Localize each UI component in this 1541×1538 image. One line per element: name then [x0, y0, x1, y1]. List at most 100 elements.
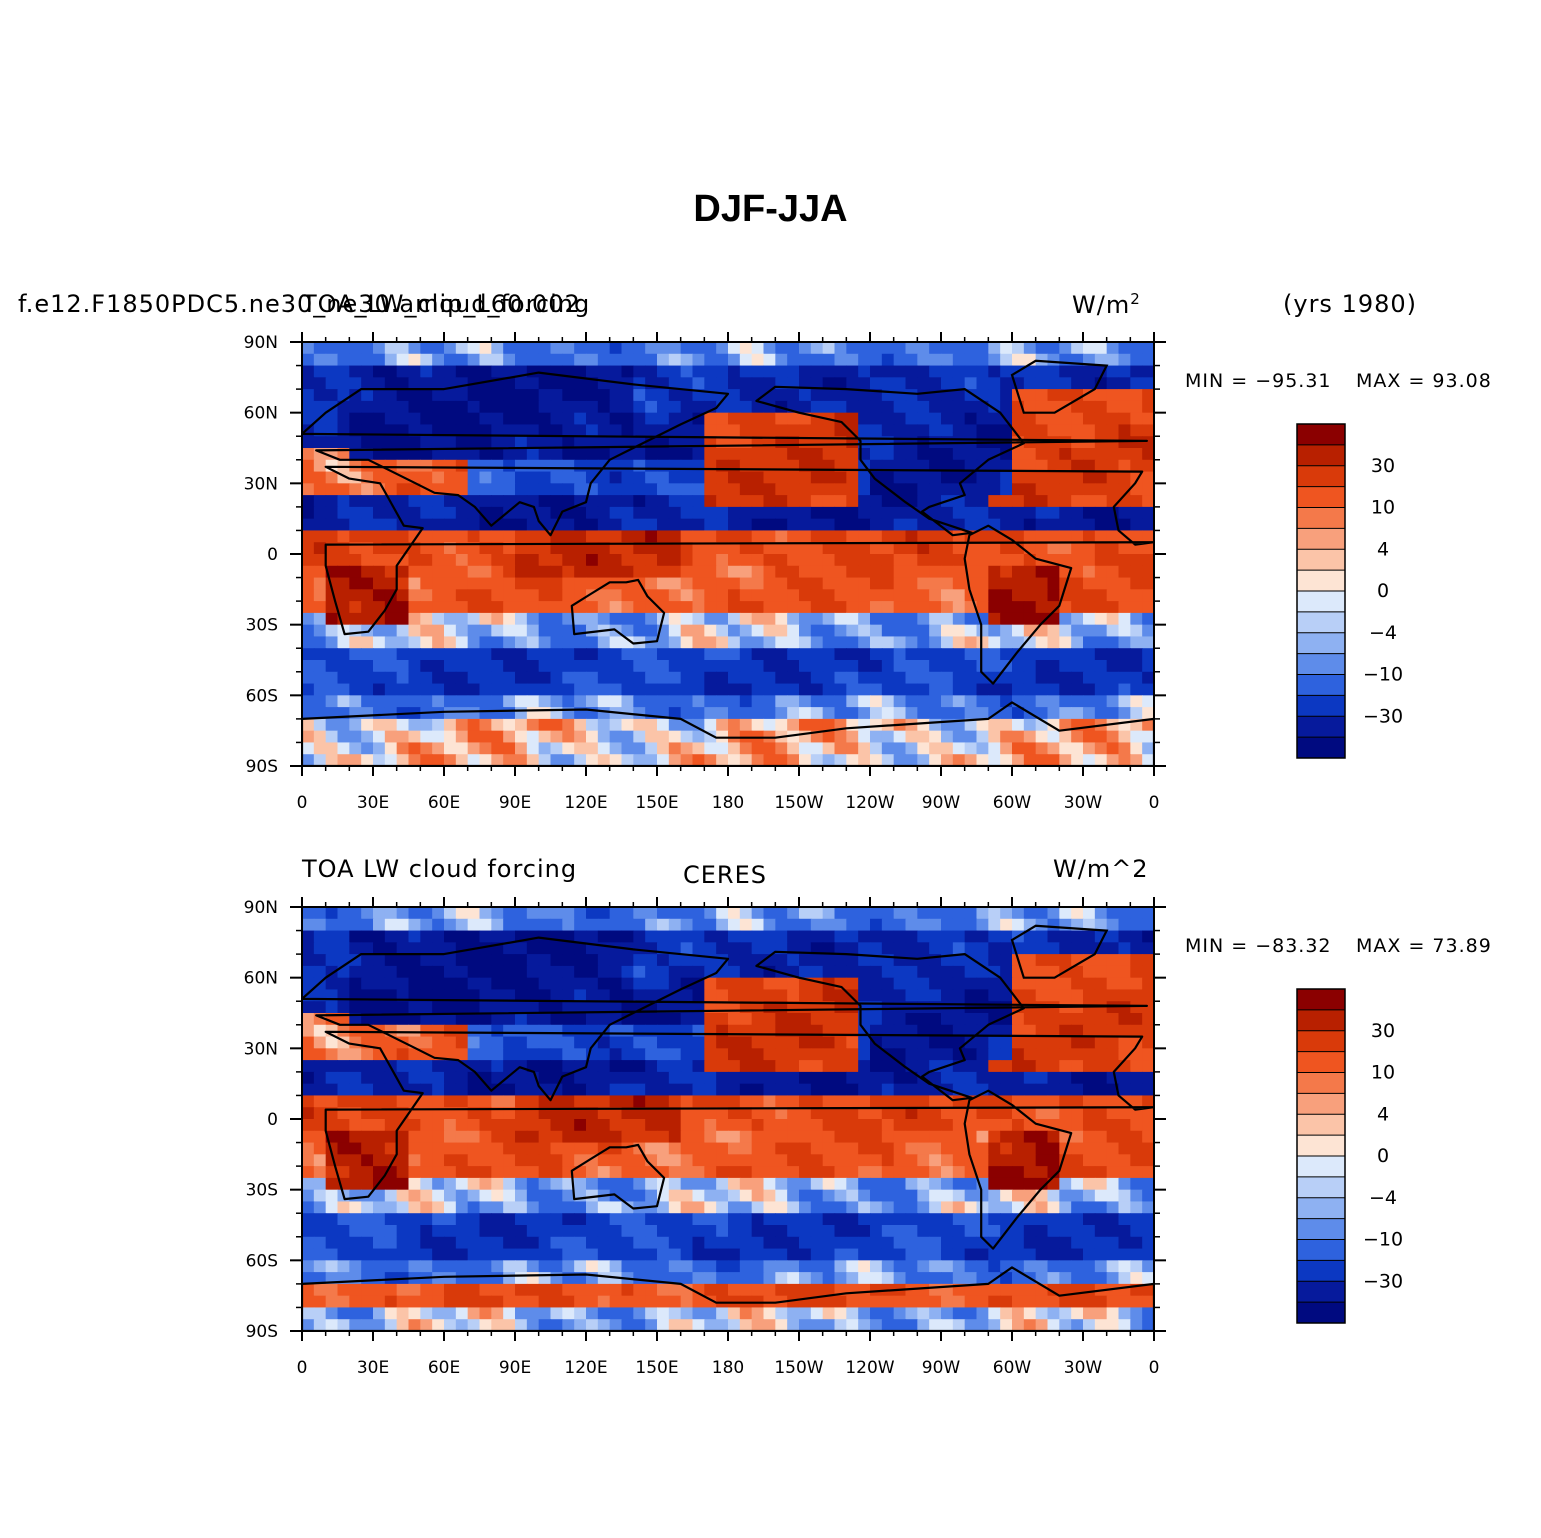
field-cell	[597, 400, 611, 414]
field-cell	[313, 636, 327, 649]
field-cell	[373, 342, 386, 355]
field-cell	[1130, 965, 1143, 979]
field-cell	[870, 1260, 883, 1273]
field-cell	[1071, 1236, 1084, 1250]
field-cell	[432, 577, 445, 590]
field-cell	[964, 577, 978, 590]
field-cell	[1142, 1024, 1154, 1038]
field-cell	[881, 683, 895, 696]
field-cell	[941, 1013, 954, 1026]
field-cell	[1012, 718, 1025, 732]
field-cell	[408, 459, 421, 473]
field-cell	[917, 518, 930, 532]
field-cell	[870, 977, 883, 991]
field-cell	[313, 730, 327, 744]
field-cell	[858, 412, 871, 426]
field-cell	[574, 365, 587, 378]
field-cell	[420, 471, 433, 484]
field-cell	[1130, 530, 1143, 543]
field-cell	[550, 589, 563, 602]
field-cell	[1071, 648, 1084, 661]
field-cell	[799, 424, 812, 437]
field-cell	[905, 377, 918, 390]
field-cell	[408, 412, 421, 426]
field-cell	[775, 1048, 788, 1061]
field-cell	[325, 942, 339, 955]
field-cell	[325, 1060, 339, 1073]
field-cell	[870, 1201, 883, 1214]
field-cell	[597, 742, 611, 755]
field-cell	[668, 1083, 682, 1097]
field-cell	[1094, 506, 1108, 520]
field-cell	[893, 1154, 907, 1167]
field-cell	[1083, 424, 1096, 437]
field-cell	[550, 448, 563, 461]
field-cell	[905, 624, 918, 638]
field-cell	[810, 660, 824, 673]
field-cell	[526, 660, 540, 673]
field-cell	[526, 412, 540, 426]
field-cell	[917, 424, 930, 437]
field-cell	[373, 530, 386, 543]
field-cell	[1094, 565, 1108, 579]
field-cell	[668, 400, 682, 414]
colorbar-segment	[1297, 570, 1345, 592]
field-cell	[349, 1260, 362, 1273]
field-cell	[1130, 542, 1143, 555]
field-cell	[313, 954, 327, 967]
field-cell	[810, 707, 824, 720]
field-cell	[1083, 601, 1096, 614]
field-cell	[645, 530, 658, 543]
field-cell	[976, 624, 989, 638]
field-cell	[302, 707, 315, 720]
field-cell	[716, 707, 729, 720]
field-cell	[657, 554, 670, 567]
field-cell	[964, 612, 978, 626]
field-cell	[1106, 989, 1120, 1002]
field-cell	[929, 942, 942, 955]
field-cell	[988, 1107, 1001, 1120]
field-cell	[325, 506, 339, 520]
field-cell	[550, 389, 563, 402]
field-cell	[645, 918, 658, 932]
field-cell	[728, 1142, 741, 1155]
field-cell	[822, 671, 836, 685]
field-cell	[302, 389, 315, 402]
field-cell	[834, 660, 847, 673]
field-cell	[645, 730, 658, 744]
field-cell	[302, 742, 315, 755]
field-cell	[728, 1083, 741, 1097]
field-cell	[633, 977, 646, 991]
field-cell	[988, 624, 1001, 638]
field-cell	[337, 554, 350, 567]
field-cell	[503, 1166, 516, 1179]
field-cell	[1106, 1142, 1120, 1155]
field-cell	[302, 365, 315, 378]
field-cell	[467, 1036, 481, 1049]
field-cell	[1142, 965, 1154, 979]
field-cell	[337, 742, 350, 755]
field-cell	[645, 518, 658, 532]
field-cell	[941, 742, 954, 755]
field-cell	[739, 554, 753, 567]
field-cell	[929, 412, 942, 426]
field-cell	[479, 1024, 492, 1038]
field-cell	[668, 471, 682, 484]
field-cell	[325, 1036, 339, 1049]
field-cell	[550, 1001, 563, 1014]
field-cell	[822, 542, 836, 555]
field-cell	[751, 1036, 765, 1049]
field-cell	[846, 389, 859, 402]
field-cell	[787, 624, 800, 638]
field-cell	[917, 612, 930, 626]
field-cell	[810, 754, 824, 766]
field-cell	[455, 1248, 469, 1261]
field-cell	[1047, 542, 1060, 555]
field-cell	[822, 1071, 836, 1085]
field-cell	[1012, 918, 1025, 932]
field-cell	[361, 612, 374, 626]
field-cell	[515, 695, 528, 708]
field-cell	[467, 365, 481, 378]
field-cell	[302, 448, 315, 461]
field-cell	[704, 448, 717, 461]
